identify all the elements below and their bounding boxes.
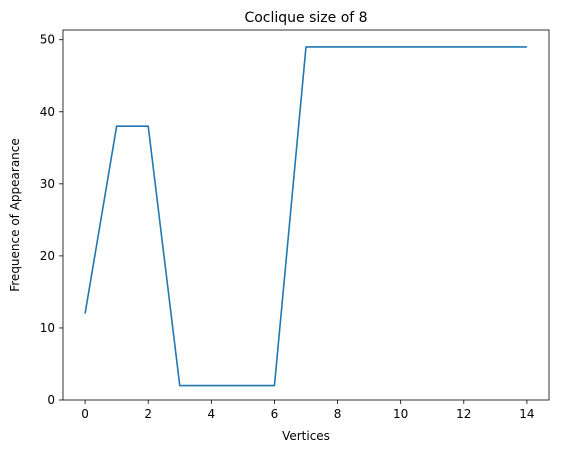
axis-ticks: 0 2 4 6 8 10 12 14 0 10 20 30 40 50: [40, 33, 535, 421]
y-tick-label: 50: [40, 33, 55, 47]
y-tick-label: 30: [40, 177, 55, 191]
x-axis-label: Vertices: [282, 429, 330, 443]
chart-title: Coclique size of 8: [244, 10, 367, 26]
x-tick-label: 0: [81, 407, 89, 421]
x-tick-label: 12: [456, 407, 471, 421]
x-tick-label: 2: [144, 407, 152, 421]
y-tick-label: 40: [40, 105, 55, 119]
x-tick-label: 10: [393, 407, 408, 421]
x-tick-label: 8: [334, 407, 342, 421]
y-axis-label: Frequence of Appearance: [8, 138, 22, 292]
series-line: [84, 46, 527, 387]
series-layer: [84, 46, 527, 387]
x-tick-label: 6: [271, 407, 279, 421]
x-tick-label: 14: [519, 407, 534, 421]
plot-frame: [62, 29, 550, 401]
x-tick-label: 4: [208, 407, 216, 421]
y-tick-label: 0: [47, 393, 55, 407]
y-tick-label: 20: [40, 249, 55, 263]
y-tick-label: 10: [40, 321, 55, 335]
